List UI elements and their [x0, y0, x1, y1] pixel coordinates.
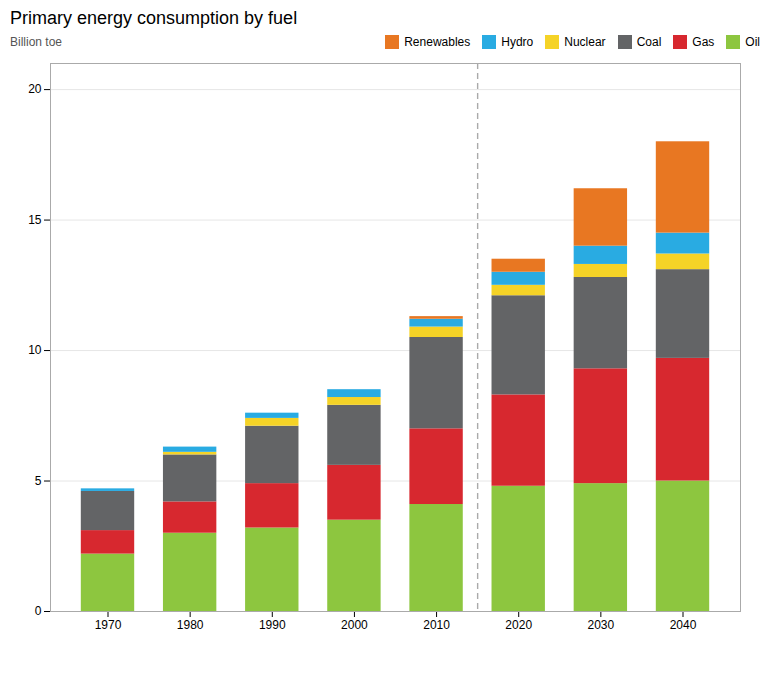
html-text:Oil: Oil [745, 35, 760, 49]
html-text:Renewables: Renewables [404, 35, 471, 49]
html-text:Billion toe: Billion toe [10, 35, 62, 49]
svg-text:15: 15 [28, 213, 42, 227]
svg-text:2040: 2040 [670, 618, 697, 632]
svg-text:1990: 1990 [259, 618, 286, 632]
html-text:Gas: Gas [692, 35, 715, 49]
svg-text:20: 20 [28, 82, 42, 96]
svg-text:0: 0 [35, 604, 42, 618]
html-text:Coal: Coal [636, 35, 662, 49]
svg-text:2010: 2010 [423, 618, 450, 632]
svg-text:1970: 1970 [95, 618, 122, 632]
svg-text:5: 5 [35, 474, 42, 488]
html-text:Primary energy consumption by: Primary energy consumption by fuel [10, 8, 298, 28]
svg-text:1980: 1980 [177, 618, 204, 632]
html-text:Hydro: Hydro [501, 35, 534, 49]
svg-text:10: 10 [28, 343, 42, 357]
html-text:Nuclear: Nuclear [564, 35, 606, 49]
svg-text:2020: 2020 [505, 618, 532, 632]
svg-text:2030: 2030 [588, 618, 615, 632]
svg-text:2000: 2000 [341, 618, 368, 632]
